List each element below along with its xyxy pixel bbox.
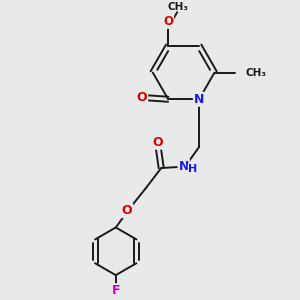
Text: F: F bbox=[112, 284, 120, 297]
Text: O: O bbox=[122, 204, 132, 217]
Text: N: N bbox=[178, 160, 189, 172]
Text: O: O bbox=[152, 136, 163, 149]
Text: O: O bbox=[163, 15, 173, 28]
Text: O: O bbox=[136, 92, 147, 104]
Text: N: N bbox=[194, 93, 204, 106]
Text: H: H bbox=[188, 164, 197, 174]
Text: CH₃: CH₃ bbox=[245, 68, 266, 78]
Text: CH₃: CH₃ bbox=[168, 2, 189, 12]
